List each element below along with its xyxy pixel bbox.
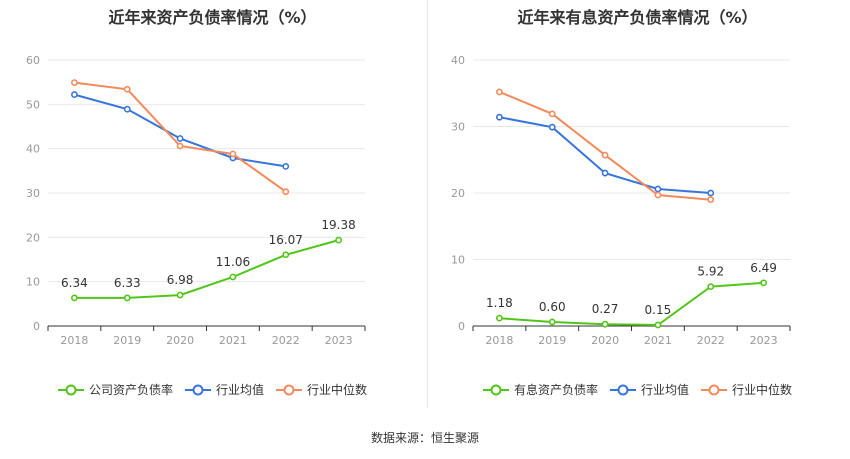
- data-point: [71, 91, 78, 98]
- x-tick-label: 2020: [591, 334, 619, 347]
- data-point: [601, 320, 609, 328]
- panel-divider: [427, 0, 428, 408]
- series-line: [499, 90, 711, 201]
- data-point: [282, 162, 290, 170]
- data-label: 0.60: [539, 300, 566, 314]
- series-line: [74, 93, 286, 168]
- chart-panel-right: 近年来有息资产负债率情况（%） 0 10 20 30 40 2018 2019 2020 202…: [425, 0, 850, 420]
- x-tick-label: 2022: [697, 334, 725, 347]
- y-tick-label: 0: [458, 320, 465, 333]
- y-tick-label: 10: [451, 254, 465, 267]
- chart-title: 近年来资产负债率情况（%）: [108, 8, 317, 27]
- x-tick-label: 2021: [644, 334, 672, 347]
- x-tick-label: 2020: [166, 334, 194, 347]
- legend-label: 行业均值: [640, 383, 689, 397]
- y-tick-label: 20: [26, 231, 40, 244]
- data-label: 16.07: [269, 233, 303, 247]
- data-label: 6.34: [61, 276, 88, 290]
- data-point: [123, 294, 131, 302]
- data-label: 0.15: [645, 303, 672, 317]
- legend-marker-icon: [184, 384, 211, 395]
- y-tick-label: 0: [33, 320, 40, 333]
- series-line: [499, 281, 764, 327]
- data-point: [707, 189, 715, 197]
- legend-item[interactable]: 行业中位数: [701, 381, 792, 398]
- data-point: [229, 273, 237, 281]
- legend-label: 行业均值: [215, 383, 264, 397]
- x-tick-label: 2022: [272, 334, 300, 347]
- legend-label: 有息资产负债率: [513, 383, 598, 397]
- legend-label: 行业中位数: [732, 383, 793, 397]
- data-point: [548, 123, 556, 131]
- series-line: [74, 239, 339, 299]
- chart-title: 近年来有息资产负债率情况（%）: [517, 8, 758, 27]
- data-label: 1.18: [486, 296, 513, 310]
- legend-item[interactable]: 行业均值: [609, 381, 689, 398]
- chart-legend: 公司资产负债率 行业均值 行业中位数: [0, 381, 425, 398]
- data-label: 0.27: [592, 302, 619, 316]
- data-point: [176, 291, 184, 299]
- chart-plot: 0 10 20 30 40 50 60 2018 2019 2020 2021 2022 2023 6.3…: [26, 54, 366, 347]
- data-point: [601, 169, 609, 177]
- legend-item[interactable]: 行业中位数: [276, 381, 367, 398]
- data-point: [548, 110, 556, 118]
- legend-marker-icon: [276, 384, 302, 395]
- data-point: [123, 105, 131, 113]
- legend-marker-icon: [701, 384, 727, 395]
- y-tick-label: 20: [451, 187, 465, 200]
- y-tick-label: 10: [26, 276, 40, 289]
- x-tick-label: 2019: [538, 334, 566, 347]
- data-point: [707, 196, 715, 204]
- legend-item[interactable]: 行业均值: [184, 381, 264, 398]
- legend-marker-icon: [609, 384, 636, 395]
- data-label: 11.06: [216, 255, 250, 269]
- chart-legend: 有息资产负债率 行业均值 行业中位数: [425, 381, 850, 398]
- data-point: [601, 151, 609, 159]
- data-point: [282, 251, 290, 259]
- data-point: [548, 318, 556, 326]
- data-point: [496, 113, 503, 121]
- x-tick-label: 2023: [325, 334, 353, 347]
- data-point: [71, 79, 78, 87]
- data-point: [123, 85, 131, 93]
- data-point: [654, 321, 662, 329]
- x-tick-label: 2019: [113, 334, 141, 347]
- data-point: [496, 314, 503, 322]
- x-tick-label: 2018: [60, 334, 88, 347]
- data-point: [760, 279, 767, 287]
- x-tick-label: 2021: [219, 334, 247, 347]
- data-point: [707, 283, 715, 291]
- data-point: [496, 88, 503, 96]
- data-label: 6.33: [114, 276, 141, 290]
- y-tick-label: 50: [26, 98, 40, 111]
- legend-label: 行业中位数: [307, 383, 368, 397]
- y-tick-label: 60: [26, 54, 40, 67]
- data-point: [176, 135, 184, 142]
- legend-item[interactable]: 有息资产负债率: [482, 381, 598, 398]
- x-tick-label: 2023: [750, 334, 778, 347]
- data-label: 5.92: [697, 265, 724, 279]
- data-point: [654, 191, 662, 199]
- data-source-note: 数据来源：恒生聚源: [370, 431, 479, 445]
- data-label: 6.98: [167, 273, 194, 287]
- y-tick-label: 40: [26, 143, 40, 156]
- legend-item[interactable]: 公司资产负债率: [57, 381, 173, 398]
- data-label: 19.38: [321, 218, 355, 232]
- x-tick-label: 2018: [485, 334, 513, 347]
- data-point: [654, 185, 662, 193]
- data-label: 6.49: [750, 261, 777, 275]
- data-point: [176, 142, 184, 150]
- legend-label: 公司资产负债率: [88, 383, 173, 397]
- legend-marker-icon: [482, 384, 509, 395]
- legend-marker-icon: [57, 384, 84, 395]
- chart-panel-left: 近年来资产负债率情况（%） 0 10 20 30 40 50 60 2018 2019 2020 2…: [0, 0, 425, 420]
- data-point: [282, 188, 290, 196]
- y-tick-label: 30: [26, 187, 40, 200]
- chart-plot: 0 10 20 30 40 2018 2019 2020 2021 2022 2023 1.18 0.6…: [451, 54, 791, 347]
- y-tick-label: 40: [451, 54, 465, 67]
- data-point: [229, 150, 237, 158]
- data-point: [335, 236, 342, 244]
- y-tick-label: 30: [451, 121, 465, 134]
- data-point: [71, 294, 78, 302]
